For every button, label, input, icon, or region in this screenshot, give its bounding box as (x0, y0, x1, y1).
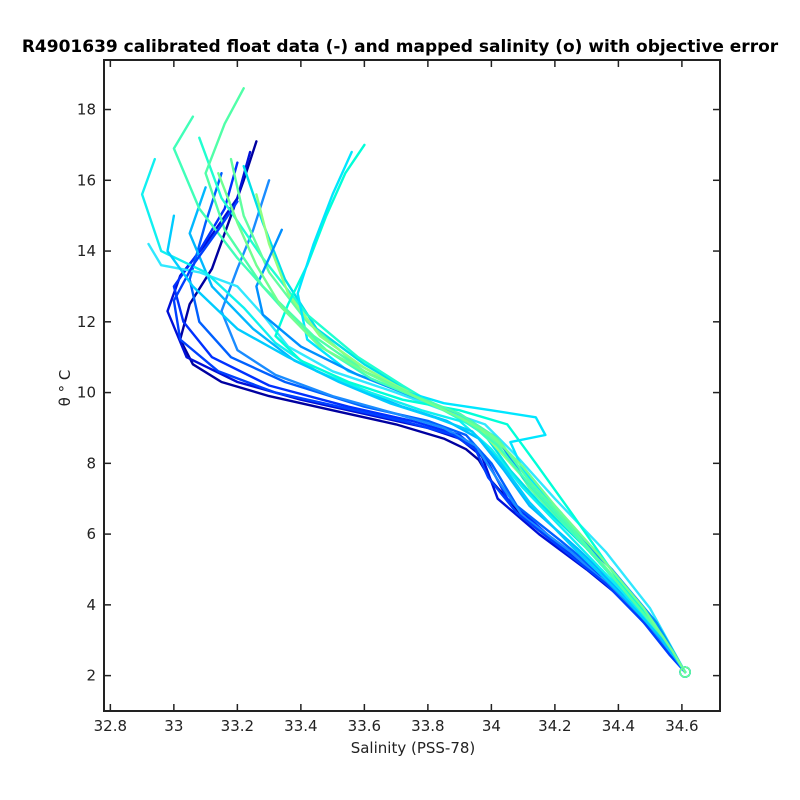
y-tick-label: 14 (77, 242, 96, 260)
x-axis: 32.8 33 33.2 33.4 33.6 33.8 34 34.2 34.4 34.6 (94, 60, 699, 735)
series-line-12 (140, 157, 687, 674)
y-tick-label: 12 (77, 313, 96, 331)
x-tick-label: 34.6 (665, 717, 698, 735)
x-tick-label: 33.8 (411, 717, 444, 735)
mapped-salinity-marker (679, 666, 691, 678)
x-tick-label: 33.6 (348, 717, 381, 735)
y-tick-label: 2 (86, 667, 96, 685)
x-tick-label: 33.2 (221, 717, 254, 735)
y-axis: 2 4 6 8 10 12 14 16 18 (77, 101, 720, 685)
x-tick-label: 34.4 (602, 717, 635, 735)
x-tick-label: 34.2 (538, 717, 571, 735)
y-tick-label: 10 (77, 384, 96, 402)
plot-area (103, 59, 721, 712)
series-line-15 (255, 228, 687, 674)
x-tick-label: 33.4 (284, 717, 317, 735)
chart-title: R4901639 calibrated float data (-) and m… (22, 37, 779, 57)
y-tick-label: 16 (77, 171, 96, 189)
series-line-4 (188, 171, 687, 674)
series-line-13 (274, 143, 687, 674)
series-line-11 (147, 242, 687, 674)
y-axis-label: θ ° C (56, 370, 74, 407)
series-line-18 (172, 200, 687, 674)
series-line-19 (166, 214, 687, 674)
x-tick-label: 33 (164, 717, 183, 735)
x-tick-label: 34 (482, 717, 501, 735)
x-axis-label: Salinity (PSS-78) (351, 739, 476, 757)
y-tick-label: 4 (86, 596, 96, 614)
series-line-20 (217, 171, 687, 674)
y-tick-label: 18 (77, 101, 96, 119)
y-tick-label: 6 (86, 525, 96, 543)
series-line-5 (220, 179, 687, 674)
plot-frame (103, 59, 721, 712)
y-tick-label: 8 (86, 454, 96, 472)
x-tick-label: 32.8 (94, 717, 127, 735)
